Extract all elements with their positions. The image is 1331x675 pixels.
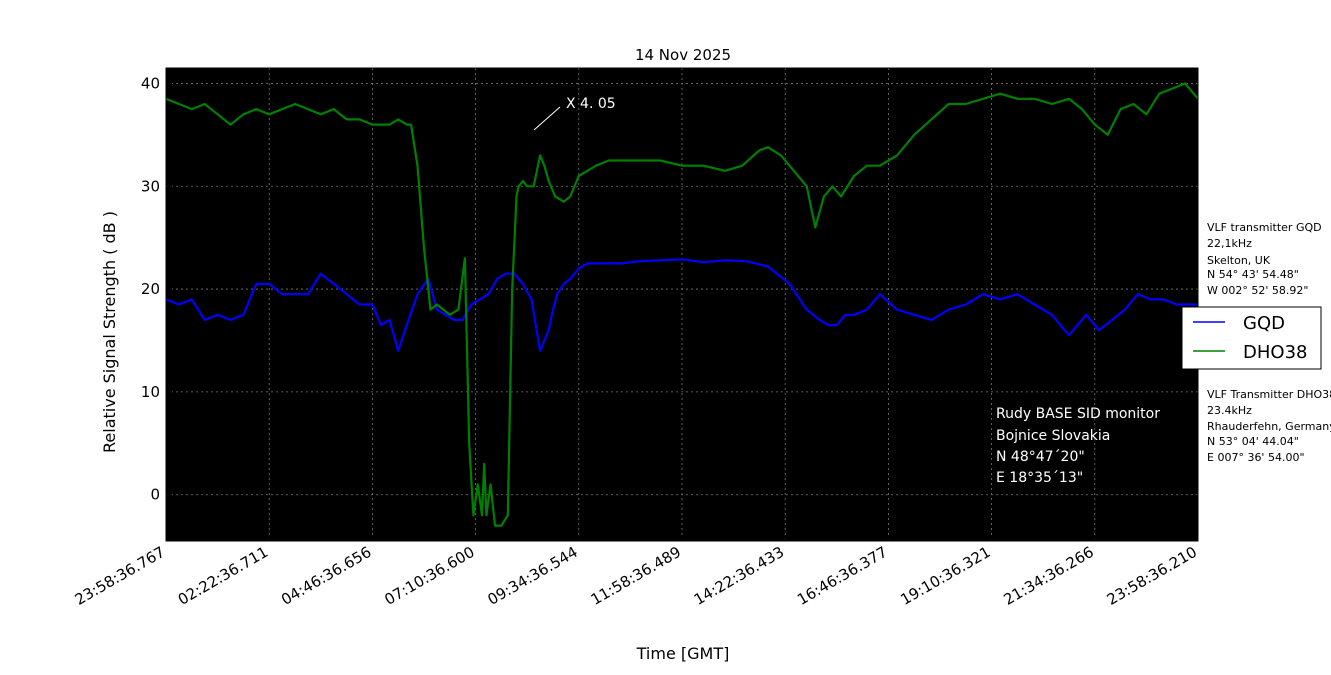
gqd-transmitter-info: VLF transmitter GQD 22,1kHz Skelton, UK … [1207,221,1322,297]
dho38-info-line: 23.4kHz [1207,404,1252,417]
x-tick-label: 11:58:36.489 [588,543,684,609]
y-tick-label: 0 [150,486,160,504]
x-tick-label: 21:34:36.266 [1001,543,1097,609]
x-tick-label: 09:34:36.544 [485,543,581,609]
station-line: N 48°47´20" [996,449,1085,465]
dho38-info-line: VLF Transmitter DHO38 [1207,388,1331,401]
gqd-info-line: W 002° 52' 58.92" [1207,284,1308,297]
gqd-info-line: VLF transmitter GQD [1207,221,1322,234]
series-line-dho38 [165,82,1199,527]
y-tick-label: 10 [141,383,160,401]
gqd-info-line: Skelton, UK [1207,254,1271,267]
y-tick-label: 30 [141,177,160,195]
dho38-transmitter-info: VLF Transmitter DHO38 23.4kHz Rhauderfeh… [1207,388,1331,464]
x-tick-label: 04:46:36.656 [278,543,374,609]
x-tick-label: 14:22:36.433 [691,543,787,609]
flare-annotation: X 4. 05 [566,96,616,112]
x-axis: 23:58:36.767 02:22:36.711 04:46:36.656 07:1… [72,535,1200,609]
y-axis: 0 10 20 30 40 [141,74,172,504]
x-tick-label: 19:10:36.321 [897,543,993,609]
y-tick-label: 20 [141,280,160,298]
gqd-info-line: 22,1kHz [1207,237,1252,250]
station-annotation: Rudy BASE SID monitor Bojnice Slovakia N… [996,406,1160,486]
dho38-info-line: N 53° 04' 44.04" [1207,435,1299,448]
series-line-gqd [165,258,1198,352]
x-tick-label: 23:58:36.210 [1104,543,1200,609]
gqd-info-line: N 54° 43' 54.48" [1207,268,1299,281]
x-axis-label: Time [GMT] [636,644,730,663]
series-lines [165,82,1199,527]
x-tick-label: 02:22:36.711 [175,543,271,609]
dho38-info-line: E 007° 36' 54.00" [1207,451,1305,464]
legend-box [1181,306,1322,370]
station-line: Bojnice Slovakia [996,428,1110,444]
legend: GQD DHO38 [1181,306,1322,370]
y-axis-label: Relative Signal Strength ( dB ) [100,211,119,453]
x-tick-label: 16:46:36.377 [794,543,890,609]
station-line: Rudy BASE SID monitor [996,406,1160,422]
x-tick-label: 23:58:36.767 [72,543,168,609]
chart-title: 14 Nov 2025 [635,46,731,64]
legend-label-gqd: GQD [1243,313,1285,334]
station-line: E 18°35´13" [996,470,1083,486]
flare-pointer-line [533,106,561,131]
y-tick-label: 40 [141,74,160,92]
x-tick-label: 07:10:36.600 [381,543,477,609]
legend-label-dho38: DHO38 [1243,342,1307,363]
dho38-info-line: Rhauderfehn, Germany [1207,420,1331,433]
